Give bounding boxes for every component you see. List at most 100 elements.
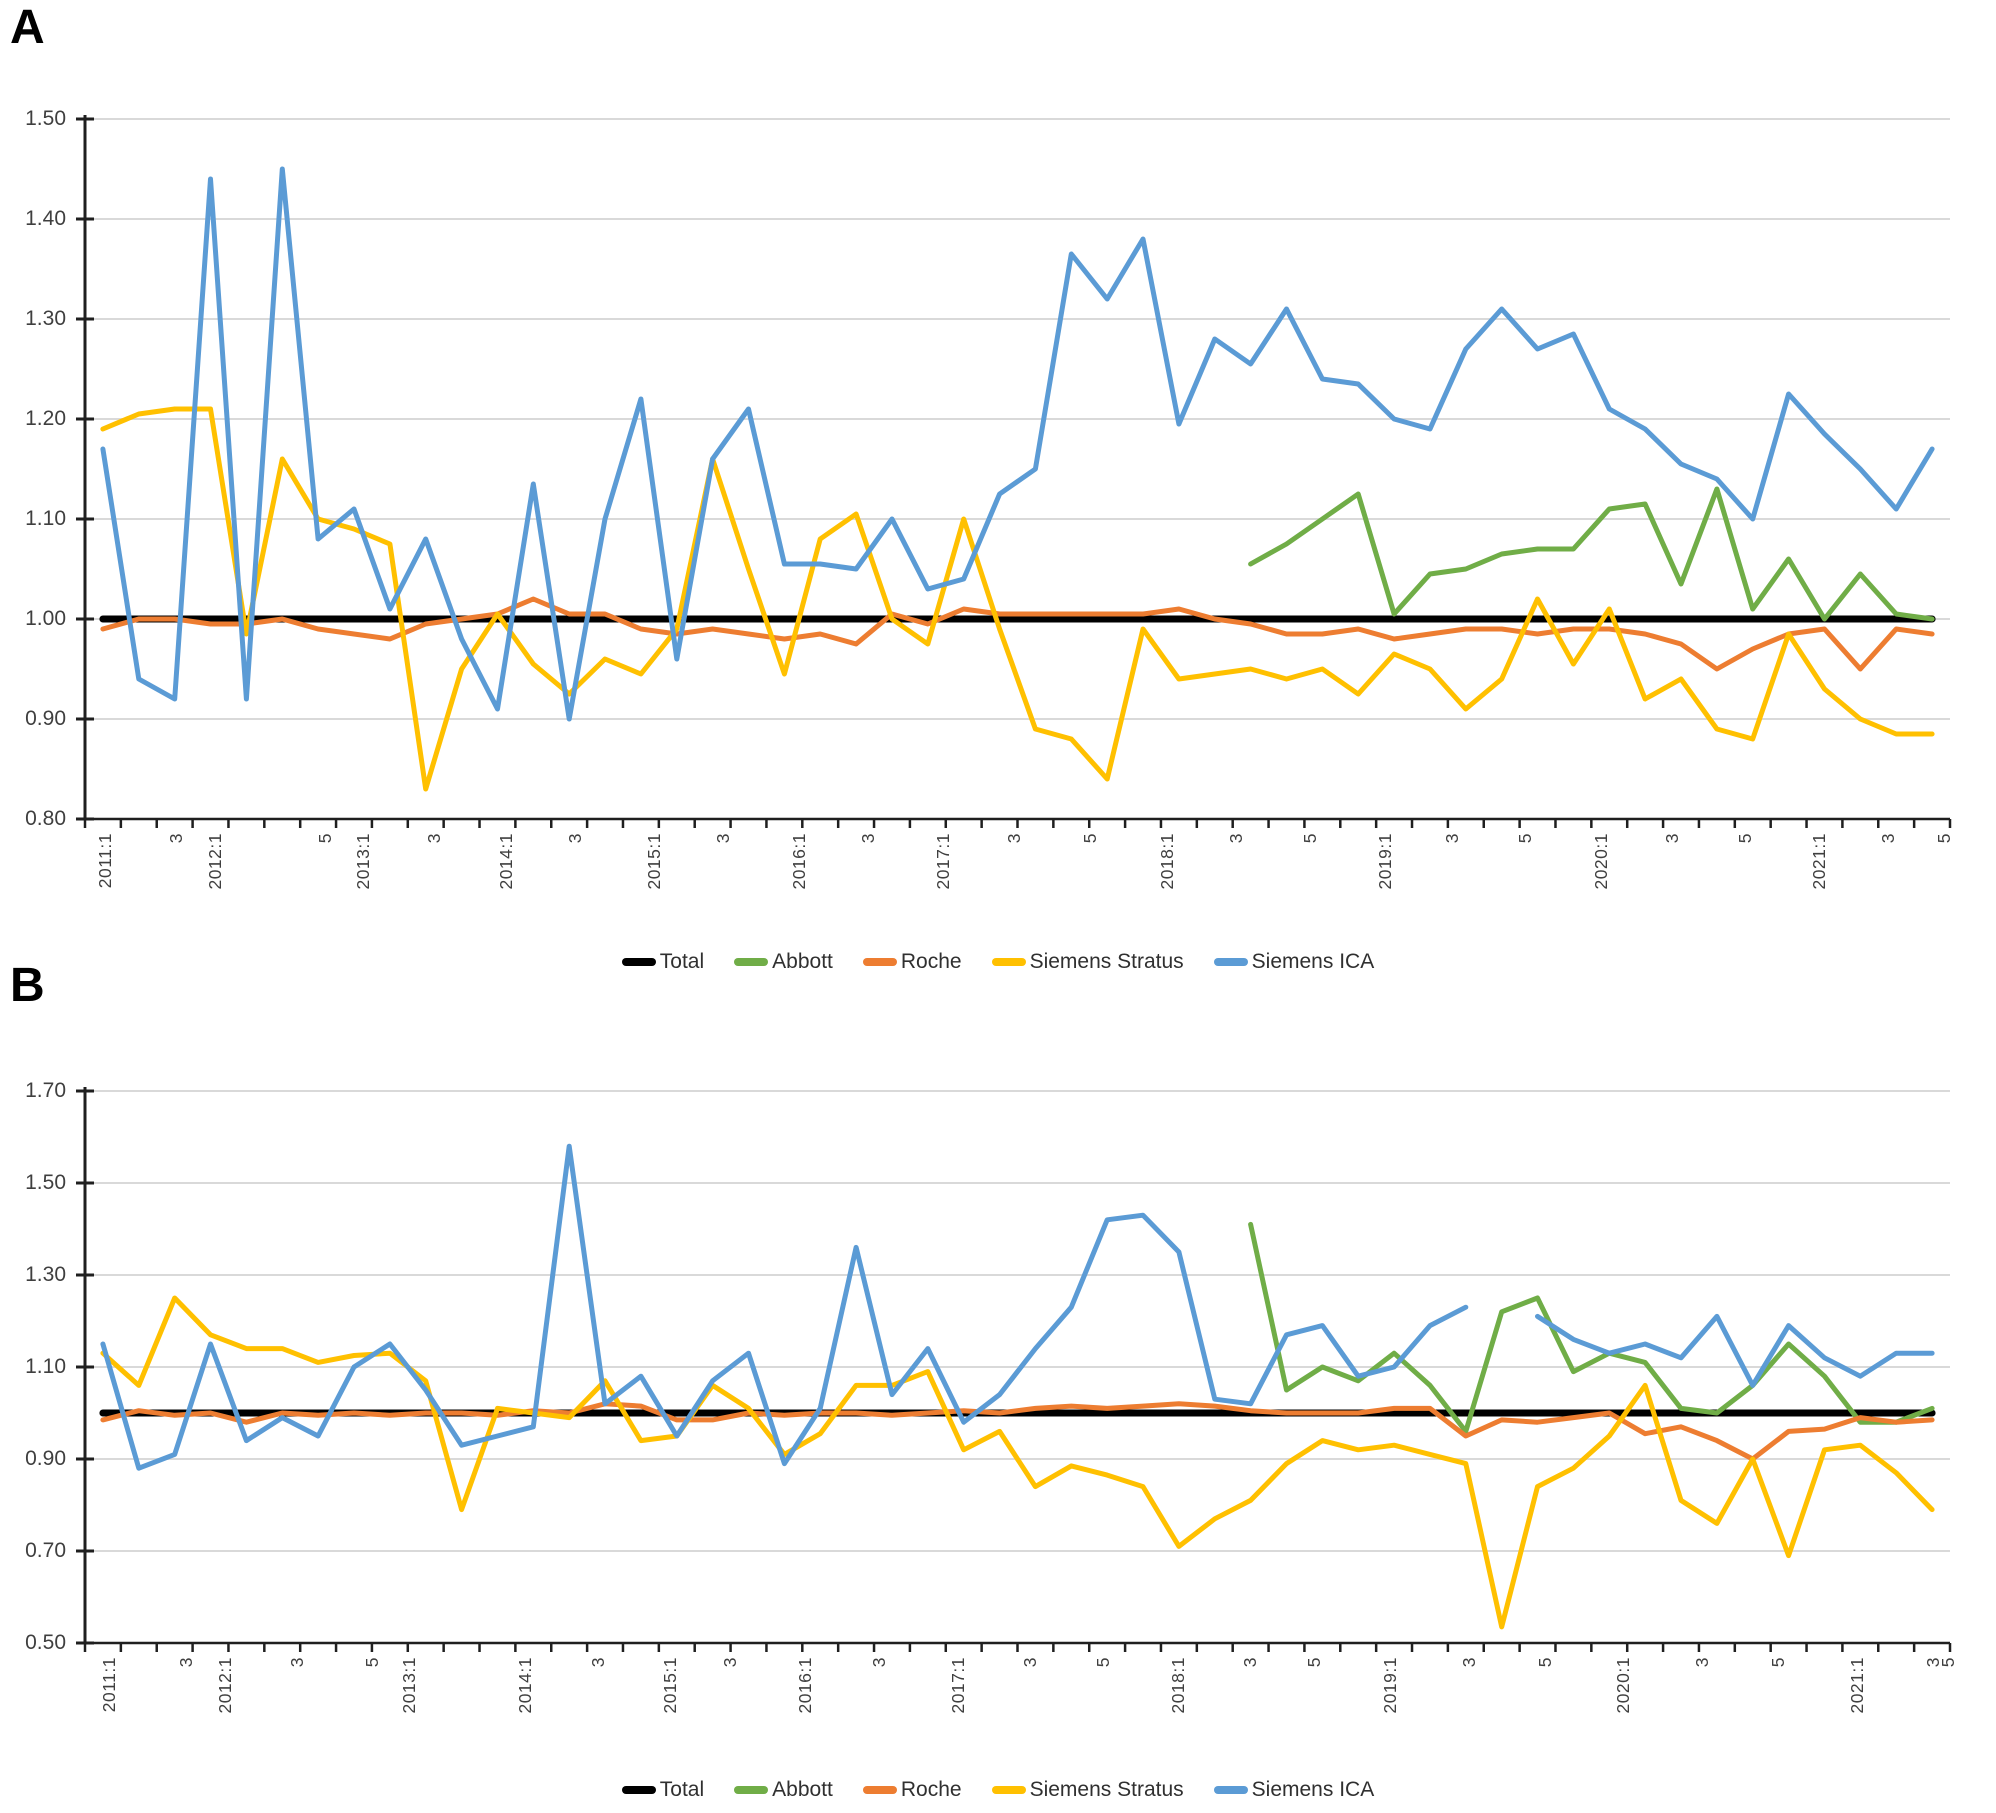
x-tick-label: 5 [362,1657,383,1668]
y-tick-label: 1.30 [25,307,66,330]
x-tick-label: 2012:1 [205,833,226,890]
x-tick-label: 5 [1938,1657,1958,1668]
x-tick-label: 3 [1003,833,1024,844]
x-tick-label: 5 [1768,1657,1789,1668]
legend-label: Abbott [772,950,833,973]
x-tick-label: 3 [1020,1657,1041,1668]
x-tick-label: 2011:1 [99,1657,120,1713]
x-tick-label: 2011:1 [95,833,116,889]
x-tick-label: 3 [1661,833,1682,844]
y-tick-label: 0.80 [25,807,66,830]
y-tick-label: 1.70 [25,1079,66,1102]
legend-item-abbott: Abbott [734,1778,833,1802]
x-tick-label: 2016:1 [794,1657,815,1714]
panel-a-letter: A [10,1,45,54]
y-tick-label: 1.10 [25,507,66,530]
legend-item-siemens-ica: Siemens ICA [1213,1778,1375,1802]
legend-swatch [621,958,656,966]
legend-item-roche: Roche [862,950,962,974]
x-tick-label: 3 [166,833,187,844]
panel-b-plot [76,1087,1952,1652]
x-tick-label: 2019:1 [1380,1657,1401,1714]
x-tick-label: 2021:1 [1846,1657,1867,1714]
legend-item-siemens-stratus: Siemens Stratus [991,950,1184,974]
x-tick-label: 2017:1 [947,1657,968,1714]
x-tick-label: 5 [1535,1657,1556,1668]
x-tick-label: 2018:1 [1167,1657,1188,1714]
x-tick-label: 3 [858,833,879,844]
x-tick-label: 3 [1441,833,1462,844]
y-tick-label: 0.50 [25,1631,66,1654]
x-tick-label: 3 [423,833,444,844]
x-tick-label: 3 [1240,1657,1261,1668]
legend-label: Roche [900,950,962,973]
x-tick-label: 2019:1 [1374,833,1395,890]
legend-item-roche: Roche [862,1778,962,1802]
legend-item-total: Total [621,1778,705,1802]
legend-label: Roche [900,1778,962,1801]
x-tick-label: 2015:1 [660,1657,681,1714]
panel-a-legend: Total Abbott Roche Siemens Stratus Siemens I… [0,950,1996,974]
x-tick-label: 5 [315,833,336,844]
y-tick-label: 1.20 [25,407,66,430]
series-line-siemens-ica [100,1143,1469,1471]
x-tick-label: 3 [565,833,586,844]
series-line-abbott [1248,486,1935,622]
legend-item-total: Total [621,950,705,974]
panel-b-legend: Total Abbott Roche Siemens Stratus Siemens I… [0,1778,1996,1802]
legend-label: Siemens ICA [1251,1778,1375,1801]
panel-a-plot [76,115,1952,828]
legend-swatch [991,958,1026,966]
y-tick-label: 1.50 [25,1171,66,1194]
legend-swatch [1213,958,1248,966]
legend-swatch [862,958,897,966]
series-line-roche [100,1401,1935,1462]
x-tick-label: 2017:1 [932,833,953,890]
y-tick-label: 1.50 [25,107,66,130]
y-tick-label: 0.90 [25,707,66,730]
x-tick-label: 2013:1 [352,833,373,890]
x-tick-label: 5 [1093,1657,1114,1668]
legend-label: Abbott [772,1778,833,1801]
series-line-siemens-ica [1535,1313,1935,1388]
y-tick-label: 1.10 [25,1355,66,1378]
x-tick-label: 2021:1 [1809,833,1830,890]
x-tick-label: 5 [1934,833,1955,844]
legend-item-siemens-ica: Siemens ICA [1213,950,1375,974]
legend-label: Siemens Stratus [1029,950,1184,973]
series-line-abbott [1248,1221,1935,1434]
legend-swatch [734,1786,769,1794]
x-tick-label: 5 [1080,833,1101,844]
legend-label: Siemens ICA [1251,950,1375,973]
x-tick-label: 2015:1 [643,833,664,890]
x-tick-label: 3 [720,1657,741,1668]
legend-item-siemens-stratus: Siemens Stratus [991,1778,1184,1802]
x-tick-label: 2016:1 [789,833,810,890]
legend-swatch [862,1786,897,1794]
x-tick-label: 2013:1 [399,1657,420,1714]
y-tick-label: 1.00 [25,607,66,630]
legend-swatch [991,1786,1026,1794]
y-tick-label: 0.90 [25,1447,66,1470]
panel-b-letter: B [10,959,45,1012]
y-tick-label: 1.40 [25,207,66,230]
legend-swatch [1213,1786,1248,1794]
legend-item-abbott: Abbott [734,950,833,974]
x-tick-label: 3 [1225,833,1246,844]
x-tick-label: 2014:1 [515,1657,535,1714]
x-tick-label: 3 [587,1657,608,1668]
x-tick-label: 5 [1300,833,1321,844]
legend-label: Total [659,950,705,973]
x-tick-label: 2012:1 [214,1657,235,1714]
x-tick-label: 2020:1 [1591,833,1612,890]
x-tick-label: 3 [1458,1657,1479,1668]
legend-label: Total [659,1778,705,1801]
x-tick-label: 3 [175,1657,196,1668]
x-tick-label: 5 [1734,833,1755,844]
x-tick-label: 3 [1878,833,1899,844]
x-tick-label: 3 [287,1657,308,1668]
x-tick-label: 3 [869,1657,890,1668]
series-line-roche [100,596,1935,672]
y-tick-label: 0.70 [25,1539,66,1562]
